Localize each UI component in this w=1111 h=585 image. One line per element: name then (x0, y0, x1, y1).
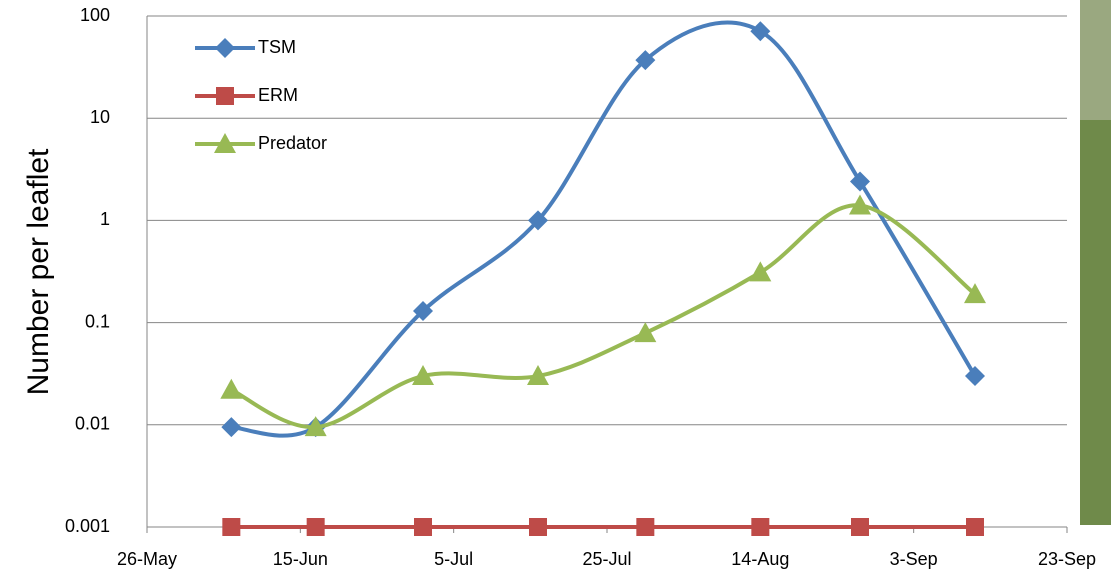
data-point (635, 50, 656, 71)
x-tick-label: 25-Jul (582, 549, 631, 569)
data-point (966, 518, 984, 536)
x-tick-label: 3-Sep (890, 549, 938, 569)
data-point (221, 417, 242, 438)
data-point (749, 261, 772, 282)
data-point (220, 378, 243, 399)
series-line (230, 203, 977, 430)
series-line (231, 20, 977, 438)
legend-marker (216, 87, 234, 105)
data-point (414, 518, 432, 536)
legend-label: ERM (258, 85, 298, 105)
data-point (636, 518, 655, 536)
y-tick-label: 0.001 (65, 516, 110, 536)
y-tick-label: 0.01 (75, 414, 110, 434)
x-tick-label: 5-Jul (434, 549, 473, 569)
y-axis-label: Number per leaflet (22, 148, 55, 395)
x-tick-label: 14-Aug (731, 549, 789, 569)
data-point (634, 322, 657, 343)
data-point (528, 210, 548, 231)
data-point (751, 518, 770, 536)
legend-marker (214, 133, 236, 153)
x-tick-label: 26-May (117, 549, 177, 569)
data-point (850, 171, 870, 192)
x-tick-label: 15-Jun (273, 549, 328, 569)
x-tick-label: 23-Sep (1038, 549, 1096, 569)
data-point (413, 300, 433, 321)
y-tick-label: 100 (80, 5, 110, 25)
data-point (965, 366, 985, 387)
y-tick-label: 10 (90, 107, 110, 127)
data-point (304, 416, 327, 437)
legend-marker (215, 38, 235, 58)
y-tick-label: 0.1 (85, 311, 110, 331)
data-point (964, 283, 986, 304)
data-point (529, 518, 547, 536)
legend-label: TSM (258, 37, 296, 57)
data-point (849, 194, 871, 215)
photo-edge-sky (1080, 0, 1111, 120)
legend-label: Predator (258, 133, 327, 153)
data-point (851, 518, 869, 536)
y-tick-label: 1 (100, 209, 110, 229)
data-point (222, 518, 241, 536)
data-point (412, 365, 434, 386)
data-point (527, 365, 549, 386)
data-point (306, 518, 325, 536)
data-point (750, 21, 771, 42)
